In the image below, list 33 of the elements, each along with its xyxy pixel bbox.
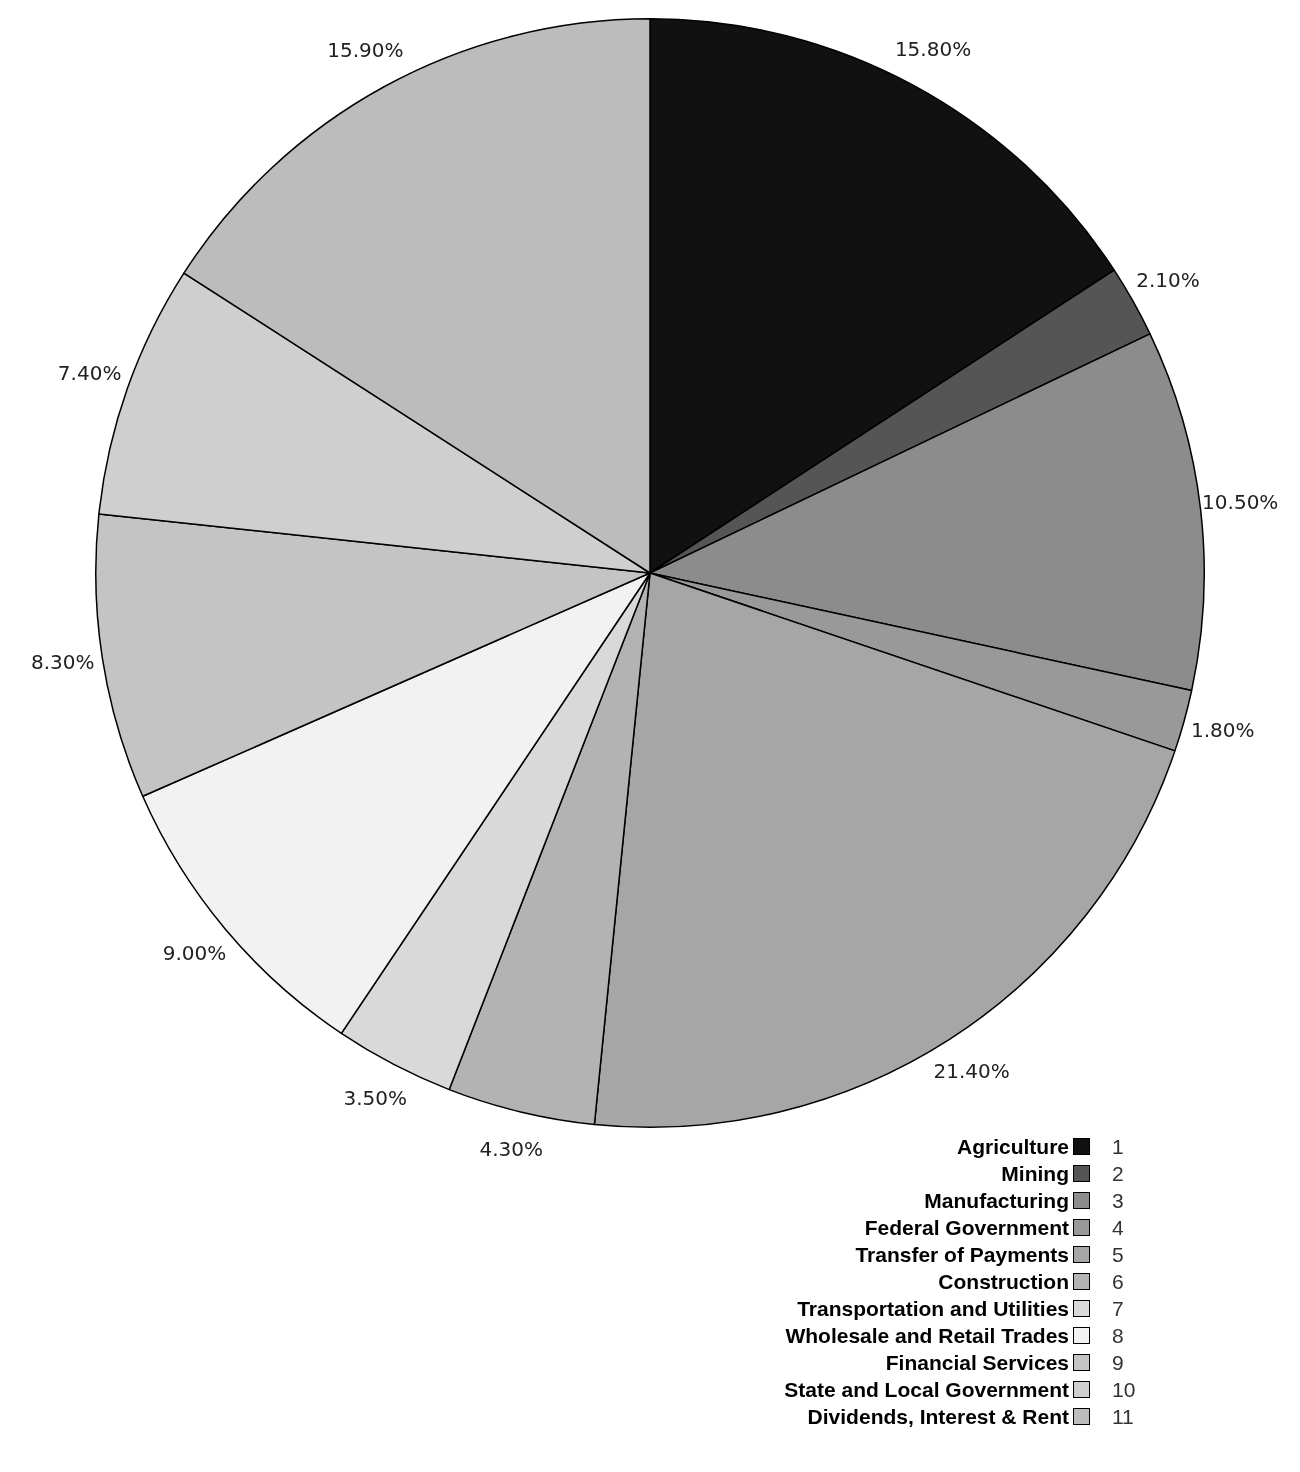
legend-label: Manufacturing: [924, 1188, 1069, 1213]
text: 1: [1111, 1134, 1125, 1159]
legend-label: Transfer of Payments: [855, 1242, 1069, 1267]
legend-label: Construction: [938, 1269, 1069, 1294]
data-label: 3.50%: [343, 1086, 408, 1111]
legend-label: Dividends, Interest & Rent: [807, 1404, 1069, 1429]
data-label: 2.10%: [1136, 268, 1200, 293]
data-label: 9.00%: [162, 940, 227, 965]
legend-label: State and Local Government: [784, 1377, 1069, 1402]
text: 5: [1111, 1242, 1125, 1267]
data-label: 1.80%: [1190, 717, 1255, 742]
data-label: 15.80%: [894, 36, 972, 61]
legend-label: Mining: [1001, 1161, 1069, 1186]
text: 4: [1111, 1215, 1125, 1240]
text: 3: [1111, 1188, 1125, 1213]
text: 10: [1111, 1377, 1137, 1402]
text: 7: [1111, 1296, 1125, 1321]
legend-label: Transportation and Utilities: [797, 1296, 1069, 1321]
data-label: 21.40%: [933, 1058, 1010, 1083]
text: 2: [1111, 1161, 1125, 1186]
text: 8: [1111, 1323, 1125, 1348]
data-label: 10.50%: [1202, 490, 1279, 515]
text: 9: [1111, 1350, 1125, 1375]
data-label: 8.30%: [31, 650, 95, 675]
data-label: 4.30%: [479, 1137, 544, 1162]
text: 11: [1111, 1404, 1135, 1429]
legend-label: Wholesale and Retail Trades: [785, 1323, 1069, 1348]
legend-label: Federal Government: [864, 1215, 1069, 1240]
data-label: 7.40%: [57, 361, 122, 386]
legend-label: Financial Services: [885, 1350, 1069, 1375]
legend-label: Agriculture: [956, 1134, 1069, 1159]
data-label: 15.90%: [327, 37, 404, 62]
text: 6: [1111, 1269, 1125, 1294]
